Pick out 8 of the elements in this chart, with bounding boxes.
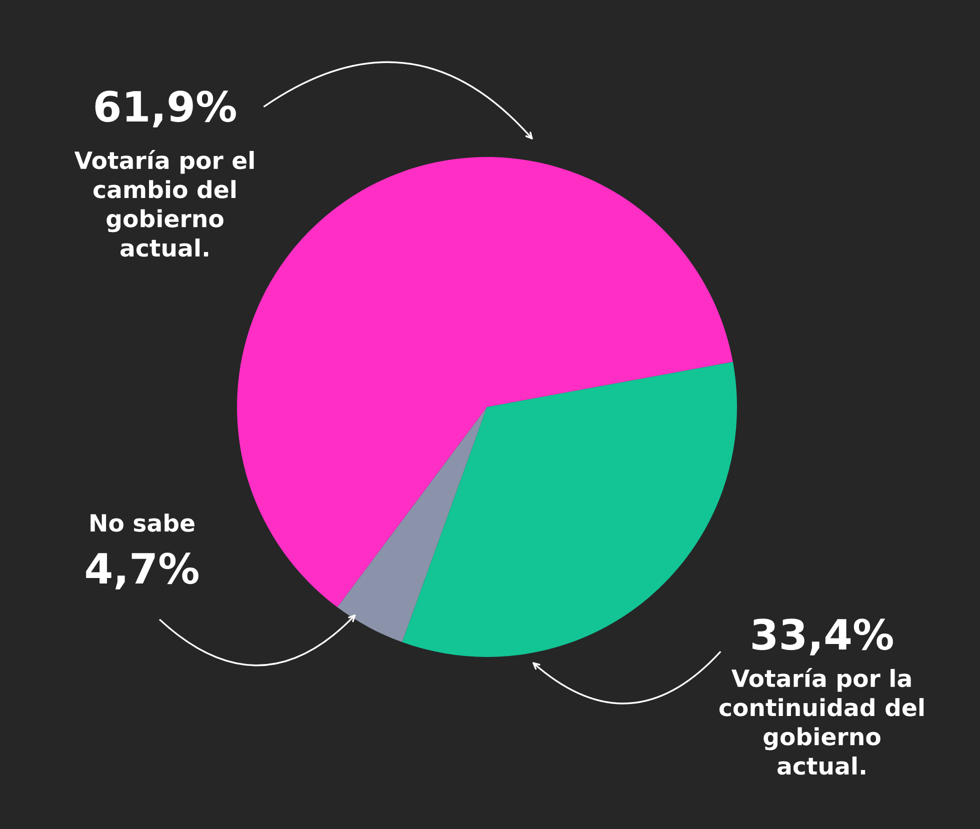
pie-slice [402, 362, 737, 657]
pie-slice [337, 407, 487, 642]
slice-label: No sabe [90, 514, 194, 532]
slice-label: Votaría por la continuidad del gobierno actual. [719, 668, 924, 775]
data-label: 61,9% [95, 90, 236, 128]
slice-label: Votaría por el cambio del gobierno actual. [74, 150, 254, 257]
data-label: 33,4% [752, 618, 893, 656]
data-label: 4,7% [86, 552, 198, 590]
